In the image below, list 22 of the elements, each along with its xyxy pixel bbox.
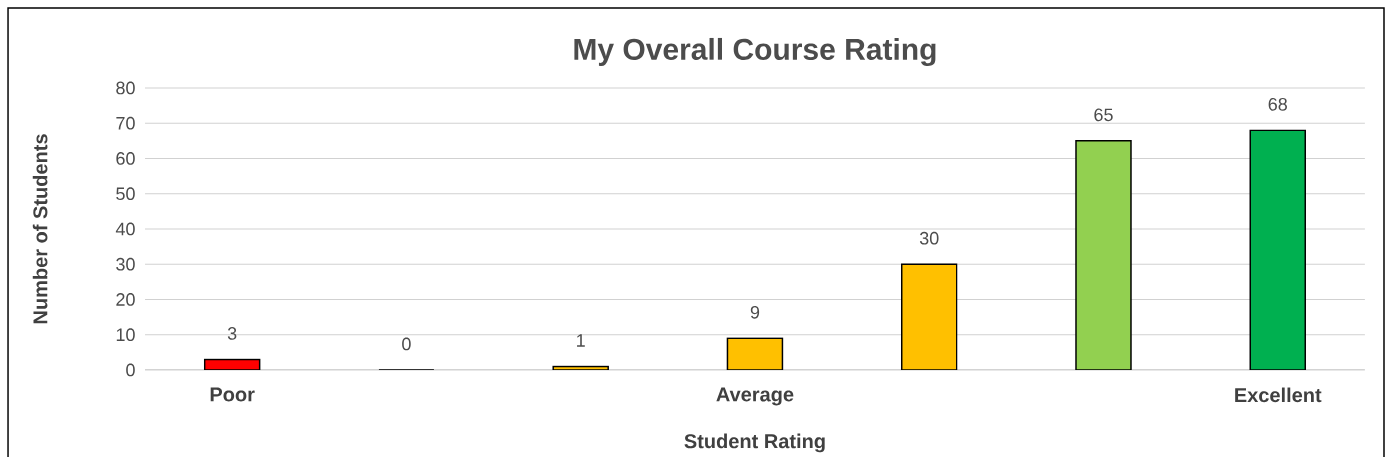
chart-title: My Overall Course Rating <box>574 37 936 67</box>
data-label: 9 <box>750 305 760 319</box>
y-axis-title: Number of Students <box>32 134 48 324</box>
y-tick-label: 40 <box>115 222 135 236</box>
y-tick-label: 10 <box>116 328 135 342</box>
y-tick-label: 30 <box>116 257 135 271</box>
x-tick-label: Excellent <box>1235 387 1322 403</box>
x-tick-label: Poor <box>210 387 255 402</box>
y-tick-label: 60 <box>116 152 135 165</box>
x-axis-title: Student Rating <box>684 433 825 453</box>
data-label: 0 <box>402 337 411 351</box>
y-tick-label: 70 <box>116 116 135 130</box>
y-tick-label: 0 <box>126 363 135 377</box>
data-label: 3 <box>227 327 237 340</box>
x-tick-label: Average <box>716 387 794 406</box>
data-label: 68 <box>1268 97 1287 111</box>
y-tick-label: 50 <box>116 187 135 201</box>
data-label: 30 <box>919 231 939 245</box>
data-label: 65 <box>1094 108 1113 122</box>
y-tick-label: 20 <box>116 293 135 306</box>
y-tick-label: 80 <box>116 81 135 95</box>
data-label: 1 <box>577 334 585 347</box>
